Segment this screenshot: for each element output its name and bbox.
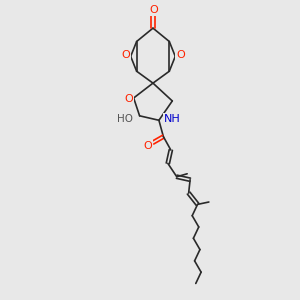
Text: HO: HO — [117, 114, 133, 124]
Text: O: O — [176, 50, 185, 61]
Text: O: O — [121, 50, 130, 61]
Text: O: O — [124, 94, 133, 103]
Text: NH: NH — [164, 114, 181, 124]
Text: O: O — [143, 140, 152, 151]
Text: O: O — [149, 5, 158, 15]
